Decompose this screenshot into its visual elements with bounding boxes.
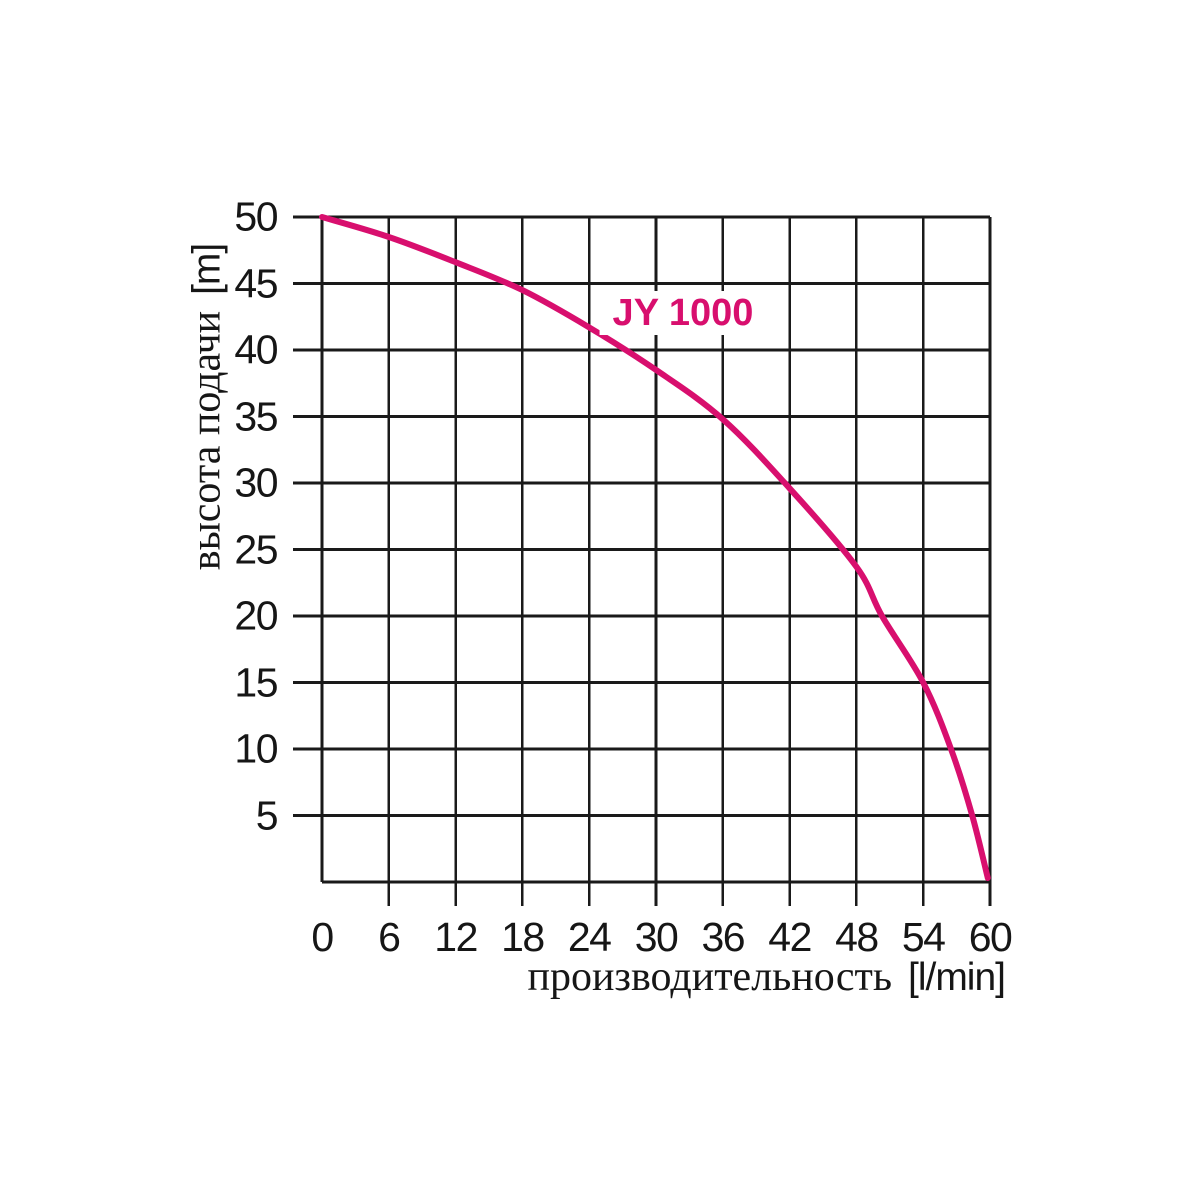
series-label: JY 1000: [599, 291, 767, 335]
x-tick-label: 12: [434, 914, 478, 960]
y-tick-label: 5: [255, 792, 279, 838]
x-axis-label-text: производительность: [527, 954, 892, 1000]
y-axis-label: высота подачи [m]: [184, 244, 231, 571]
y-axis-label-text: высота подачи: [183, 310, 230, 571]
y-tick-label: 15: [234, 659, 278, 705]
x-tick-label: 18: [501, 914, 545, 960]
grid-lines: [293, 215, 992, 906]
x-tick-label: 36: [701, 914, 745, 960]
y-tick-label: 25: [234, 526, 278, 572]
x-tick-label: 30: [634, 914, 679, 960]
y-tick-label: 30: [234, 459, 278, 506]
y-tick-label: 10: [234, 725, 278, 772]
x-tick-label: 42: [768, 914, 812, 960]
x-tick-label: 60: [968, 914, 1013, 960]
y-tick-label: 50: [234, 193, 278, 240]
y-tick-label: 45: [234, 260, 278, 306]
x-tick-label: 0: [311, 914, 334, 960]
y-tick-label: 35: [234, 393, 278, 439]
pump-curve: [319, 214, 991, 881]
x-axis-unit: [l/min]: [907, 956, 1006, 999]
x-tick-label: 48: [835, 914, 879, 960]
y-axis-unit: [m]: [185, 243, 229, 295]
x-axis-label: производительность [l/min]: [527, 953, 1006, 1002]
y-tick-label: 40: [234, 326, 278, 373]
x-tick-label: 24: [567, 914, 612, 960]
x-tick-label: 54: [901, 914, 946, 960]
y-tick-label: 20: [234, 592, 278, 639]
x-tick-label: 6: [378, 914, 401, 960]
